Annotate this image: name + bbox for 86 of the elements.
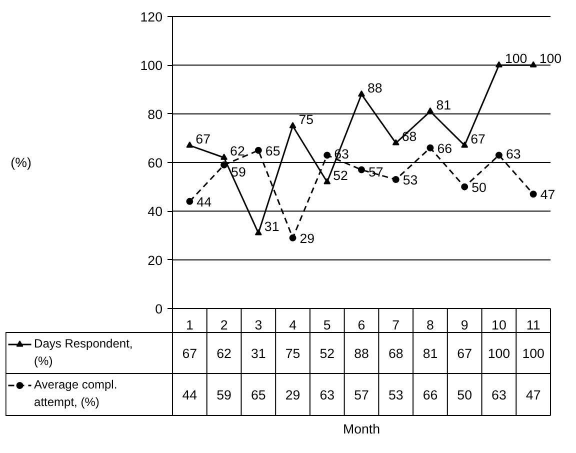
text: 81 xyxy=(436,97,452,112)
point xyxy=(324,178,331,184)
point xyxy=(254,229,262,236)
point xyxy=(289,234,296,242)
point xyxy=(254,146,262,154)
y-tick-label: 0 xyxy=(155,302,163,316)
x-tick-label: 8 xyxy=(426,318,434,332)
data-label: 67 xyxy=(182,346,198,361)
point xyxy=(289,122,296,128)
text: 29 xyxy=(300,230,315,246)
text: 63 xyxy=(506,146,521,162)
data-label: 50 xyxy=(457,388,472,402)
data-label: 59 xyxy=(216,388,232,402)
data-label: 100 xyxy=(522,346,544,361)
data-label: 100 xyxy=(488,346,510,361)
text: 67 xyxy=(196,131,211,146)
data-label: 62 xyxy=(216,346,232,361)
data-label: 52 xyxy=(320,346,335,361)
x-tick-label: 9 xyxy=(460,318,468,332)
data-label: 63 xyxy=(320,388,335,402)
y-tick-label: 40 xyxy=(148,204,163,220)
text: 53 xyxy=(402,172,418,188)
point xyxy=(426,107,434,114)
text: 62 xyxy=(230,144,245,159)
y-tick-label: 120 xyxy=(140,10,163,24)
text: 100 xyxy=(504,51,528,66)
text: 47 xyxy=(540,187,556,202)
data-label: 66 xyxy=(422,388,438,402)
data-label: 75 xyxy=(285,346,300,361)
point xyxy=(186,142,194,148)
data-label: 44 xyxy=(182,388,198,402)
text: 50 xyxy=(472,180,486,195)
point xyxy=(461,142,468,148)
legend-label: Days Respondent, (%) xyxy=(34,336,133,368)
point xyxy=(495,61,502,68)
data-label: 65 xyxy=(250,388,266,402)
data-label: 31 xyxy=(250,346,266,361)
point xyxy=(220,161,228,168)
data-label: 63 xyxy=(492,388,506,402)
text: Month xyxy=(342,422,380,436)
text: 57 xyxy=(368,164,384,180)
point xyxy=(461,183,468,190)
text: 66 xyxy=(437,140,452,156)
text: 52 xyxy=(333,168,348,183)
x-tick-label: 3 xyxy=(254,318,262,332)
data-label: 68 xyxy=(388,346,404,361)
data-label: 57 xyxy=(354,388,369,402)
data-label: 53 xyxy=(388,388,404,402)
text: 67 xyxy=(470,131,486,146)
data-label: 81 xyxy=(422,346,438,361)
point xyxy=(358,90,365,97)
y-tick-label: 100 xyxy=(140,58,163,74)
legend-label: Average compl. attempt, (%) xyxy=(34,378,118,409)
x-tick-label: 6 xyxy=(358,318,366,332)
y-tick-label: 20 xyxy=(148,252,163,268)
x-tick-label: 7 xyxy=(392,318,400,332)
point xyxy=(392,176,400,184)
point xyxy=(186,198,194,205)
point xyxy=(530,190,537,198)
point xyxy=(220,154,228,160)
x-tick-label: 5 xyxy=(323,318,331,332)
point xyxy=(324,152,331,159)
text: 100 xyxy=(539,51,562,66)
text: 44 xyxy=(196,194,212,210)
text: 75 xyxy=(298,112,314,127)
y-tick-label: 80 xyxy=(148,106,163,122)
data-label: 29 xyxy=(285,388,300,402)
text: 59 xyxy=(231,164,246,180)
text: (%) xyxy=(10,155,32,170)
x-tick-label: 11 xyxy=(526,318,540,332)
text: 31 xyxy=(264,219,280,234)
point xyxy=(495,152,502,159)
x-tick-label: 1 xyxy=(186,318,194,332)
data-label: 67 xyxy=(457,346,472,361)
point xyxy=(358,166,365,174)
point xyxy=(392,139,400,146)
x-tick-label: 2 xyxy=(220,318,228,332)
y-tick-label: 60 xyxy=(148,156,163,170)
text: 65 xyxy=(265,143,280,158)
text: 88 xyxy=(368,80,382,96)
data-label: 88 xyxy=(354,346,369,361)
x-tick-label: 10 xyxy=(492,318,506,332)
data-label: 47 xyxy=(526,388,541,402)
point xyxy=(426,144,434,152)
x-tick-label: 4 xyxy=(289,318,298,332)
point xyxy=(530,61,537,68)
